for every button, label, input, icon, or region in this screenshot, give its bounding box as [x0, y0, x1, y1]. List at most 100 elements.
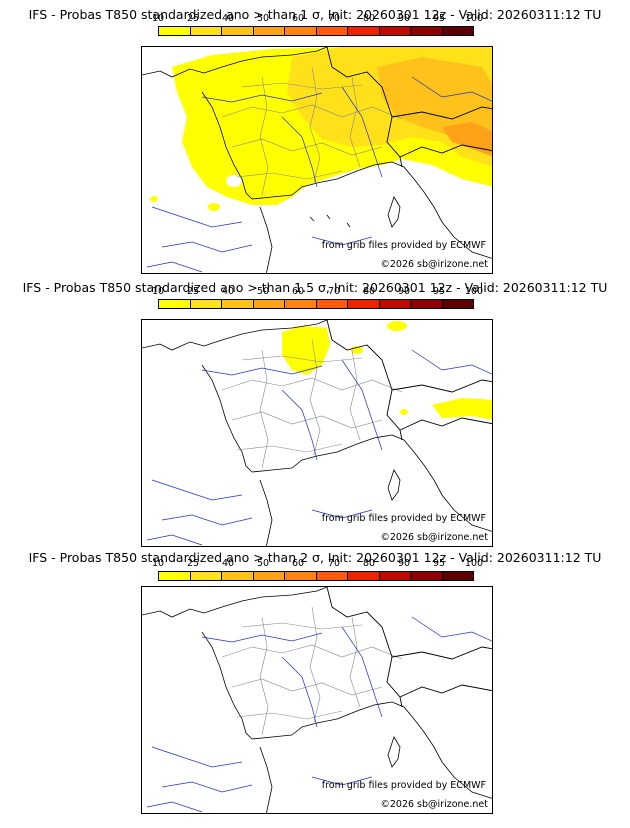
- tick-label: 25: [186, 286, 200, 297]
- colorbar-swatch: [316, 27, 348, 35]
- probability-map: from grib files provided by ECMWF ©2026 …: [141, 319, 493, 547]
- colorbar-ticks: 10 25 40 50 60 70 80 90 95 100: [152, 558, 483, 570]
- tick-label: 40: [221, 286, 235, 297]
- colorbar-swatch: [411, 300, 443, 308]
- colorbar-swatch: [253, 300, 285, 308]
- colorbar-swatch: [222, 27, 254, 35]
- tick-label: 90: [397, 13, 411, 24]
- tick-label: 50: [256, 558, 270, 569]
- country-borders: [326, 320, 492, 441]
- colorbar-swatch: [442, 572, 473, 580]
- colorbar-swatch: [253, 572, 285, 580]
- colorbar-swatch: [253, 27, 285, 35]
- panel-2sigma: IFS - Probas T850 standardized ano > tha…: [0, 546, 630, 822]
- panel-title: IFS - Probas T850 standardized ano > tha…: [28, 550, 602, 565]
- colorbar-swatch: [379, 572, 411, 580]
- tick-label: 10: [151, 13, 165, 24]
- colorbar-swatch: [222, 572, 254, 580]
- tick-label: 80: [362, 286, 376, 297]
- coastlines: [142, 47, 492, 273]
- copyright-credit: ©2026 sb@irizone.net: [380, 799, 488, 810]
- country-borders: [326, 47, 492, 168]
- colorbar-swatch: [379, 300, 411, 308]
- tick-label: 90: [397, 558, 411, 569]
- coastlines: [142, 320, 492, 546]
- tick-label: 100: [464, 13, 484, 24]
- tick-label: 10: [151, 286, 165, 297]
- colorbar-swatch: [190, 27, 222, 35]
- tick-label: 80: [362, 13, 376, 24]
- colorbar-ticks: 10 25 40 50 60 70 80 90 95 100: [152, 286, 483, 298]
- colorbar-swatch: [442, 27, 473, 35]
- prob-area-yellow: [432, 398, 492, 420]
- tick-label: 95: [432, 558, 446, 569]
- map-svg: [142, 320, 492, 546]
- region-borders: [221, 66, 403, 196]
- tick-label: 70: [327, 13, 341, 24]
- coastlines: [142, 587, 492, 813]
- source-credit: from grib files provided by ECMWF: [321, 240, 486, 251]
- tick-label: 25: [186, 13, 200, 24]
- colorbar-swatch: [348, 572, 380, 580]
- colorbar: [158, 571, 474, 581]
- copyright-credit: ©2026 sb@irizone.net: [380, 259, 488, 270]
- tick-label: 95: [432, 13, 446, 24]
- tick-label: 70: [327, 286, 341, 297]
- prob-area-spot: [387, 321, 407, 331]
- copyright-credit: ©2026 sb@irizone.net: [380, 532, 488, 543]
- colorbar-swatch: [348, 300, 380, 308]
- panel-title: IFS - Probas T850 standardized ano > tha…: [28, 7, 602, 22]
- colorbar-swatch: [285, 300, 317, 308]
- colorbar-ticks: 10 25 40 50 60 70 80 90 95 100: [152, 13, 483, 25]
- colorbar-swatch: [190, 572, 222, 580]
- tick-label: 80: [362, 558, 376, 569]
- prob-area-gap: [226, 175, 242, 187]
- region-borders: [221, 606, 403, 736]
- source-credit: from grib files provided by ECMWF: [321, 780, 486, 791]
- tick-label: 70: [327, 558, 341, 569]
- source-credit: from grib files provided by ECMWF: [321, 513, 486, 524]
- panel-title: IFS - Probas T850 standardized ano > tha…: [22, 280, 608, 295]
- colorbar-swatch: [316, 300, 348, 308]
- tick-label: 10: [151, 558, 165, 569]
- tick-label: 40: [221, 13, 235, 24]
- tick-label: 100: [464, 558, 484, 569]
- colorbar-swatch: [442, 300, 473, 308]
- prob-area-spot: [400, 409, 408, 415]
- map-svg: [142, 47, 492, 273]
- colorbar-swatch: [285, 27, 317, 35]
- tick-label: 90: [397, 286, 411, 297]
- panel-1-5sigma: IFS - Probas T850 standardized ano > tha…: [0, 273, 630, 549]
- tick-label: 95: [432, 286, 446, 297]
- tick-label: 100: [464, 286, 484, 297]
- probability-map: from grib files provided by ECMWF ©2026 …: [141, 586, 493, 814]
- colorbar: [158, 299, 474, 309]
- colorbar-swatch: [159, 27, 191, 35]
- prob-area-yellow: [282, 326, 330, 375]
- rivers: [146, 349, 492, 546]
- country-borders: [326, 587, 492, 708]
- tick-label: 50: [256, 286, 270, 297]
- rivers: [146, 76, 492, 273]
- panel-1sigma: IFS - Probas T850 standardized ano > tha…: [0, 0, 630, 276]
- map-svg: [142, 587, 492, 813]
- prob-area-orange2: [442, 122, 492, 157]
- colorbar-swatch: [159, 300, 191, 308]
- tick-label: 50: [256, 13, 270, 24]
- colorbar-swatch: [379, 27, 411, 35]
- colorbar-swatch: [411, 27, 443, 35]
- colorbar-swatch: [411, 572, 443, 580]
- colorbar-swatch: [285, 572, 317, 580]
- tick-label: 40: [221, 558, 235, 569]
- prob-area-spot: [150, 196, 158, 202]
- colorbar-swatch: [190, 300, 222, 308]
- colorbar: [158, 26, 474, 36]
- colorbar-swatch: [222, 300, 254, 308]
- colorbar-swatch: [348, 27, 380, 35]
- tick-label: 25: [186, 558, 200, 569]
- probability-map: from grib files provided by ECMWF ©2026 …: [141, 46, 493, 274]
- prob-area-spot: [208, 203, 220, 211]
- tick-label: 60: [291, 558, 305, 569]
- colorbar-swatch: [159, 572, 191, 580]
- rivers: [146, 616, 492, 813]
